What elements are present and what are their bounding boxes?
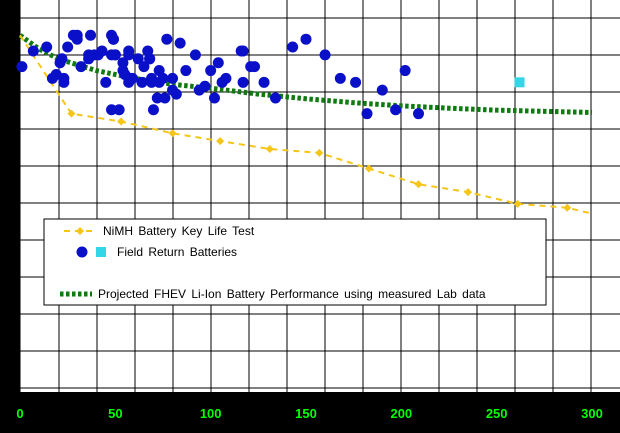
nimh-point [464, 188, 473, 197]
field-return-point [167, 72, 179, 84]
x-tick-label: 0 [16, 406, 23, 421]
field-return-point [100, 76, 112, 88]
field-return-point [113, 104, 125, 116]
field-return-point [147, 104, 159, 116]
field-return-point [208, 92, 220, 104]
field-return-point [170, 88, 182, 100]
field-return-point [138, 61, 150, 73]
field-return-point [136, 76, 148, 88]
legend-label-field: Field Return Batteries [117, 245, 237, 259]
tick-layer: 0 50 100 150 200 250 300 [16, 406, 602, 421]
field-return-point [85, 29, 97, 41]
legend-swatch-field-circle [76, 246, 88, 258]
legend-swatch-nimh-diamond [76, 227, 84, 235]
field-return-point [16, 61, 28, 73]
x-tick-label: 200 [390, 406, 412, 421]
field-return-point [157, 72, 169, 84]
x-tick-label: 250 [486, 406, 508, 421]
legend-swatch-field-square [96, 247, 106, 257]
nimh-point [563, 203, 572, 212]
legend-box [43, 218, 547, 306]
field-return-point [71, 33, 83, 45]
field-return-point [123, 49, 135, 61]
nimh-point [67, 109, 76, 118]
field-return-point [220, 72, 232, 84]
nimh-point [216, 137, 225, 146]
field-return-point [361, 108, 373, 120]
field-return-point [269, 92, 281, 104]
field-return-point [106, 104, 118, 116]
field-return-point [161, 33, 173, 45]
nimh-point [315, 148, 324, 157]
field-return-point [159, 92, 171, 104]
field-return-point [399, 65, 411, 77]
field-return-point [205, 65, 217, 77]
nimh-point [117, 117, 126, 126]
field-return-point [132, 53, 144, 65]
nimh-point [265, 144, 274, 153]
field-return-point [199, 80, 211, 92]
field-return-point [334, 72, 346, 84]
field-return-point [107, 33, 119, 45]
field-return-point [287, 41, 299, 53]
field-return-point [58, 72, 70, 84]
field-return-point [41, 41, 53, 53]
legend: NiMH Battery Key Life Test Field Return … [43, 218, 547, 306]
field-return-point [126, 72, 138, 84]
x-tick-label: 100 [200, 406, 222, 421]
field-return-point [62, 41, 74, 53]
nimh-point [364, 164, 373, 173]
field-return-point [96, 45, 108, 57]
field-return-point [75, 61, 87, 73]
field-return-point [189, 49, 201, 61]
field-return-point [237, 76, 249, 88]
field-return-point [56, 53, 68, 65]
field-return-point [174, 37, 186, 49]
field-return-point [212, 57, 224, 69]
legend-label-nimh: NiMH Battery Key Life Test [103, 224, 255, 238]
x-tick-label: 150 [295, 406, 317, 421]
field-return-point [350, 76, 362, 88]
field-return-point [249, 61, 261, 73]
field-return-point [237, 45, 249, 57]
field-return-point [109, 49, 121, 61]
projection-series-line [18, 33, 593, 116]
field-return-point [258, 76, 270, 88]
nimh-point [513, 199, 522, 208]
series-layer [16, 29, 593, 215]
nimh-point [168, 129, 177, 138]
field-return-point [319, 49, 331, 61]
field-return-point [117, 57, 129, 69]
x-tick-label: 50 [108, 406, 122, 421]
field-return-point [412, 108, 424, 120]
field-return-point [376, 84, 388, 96]
field-return-point [180, 65, 192, 77]
field-return-point [300, 33, 312, 45]
field-return-point [144, 53, 156, 65]
x-tick-label: 300 [581, 406, 603, 421]
field-return-point [151, 92, 163, 104]
legend-label-projection: Projected FHEV Li-Ion Battery Performanc… [98, 287, 486, 301]
field-return-square-point [514, 77, 525, 88]
field-return-point [390, 104, 402, 116]
nimh-point [414, 180, 423, 189]
field-return-point [27, 45, 39, 57]
